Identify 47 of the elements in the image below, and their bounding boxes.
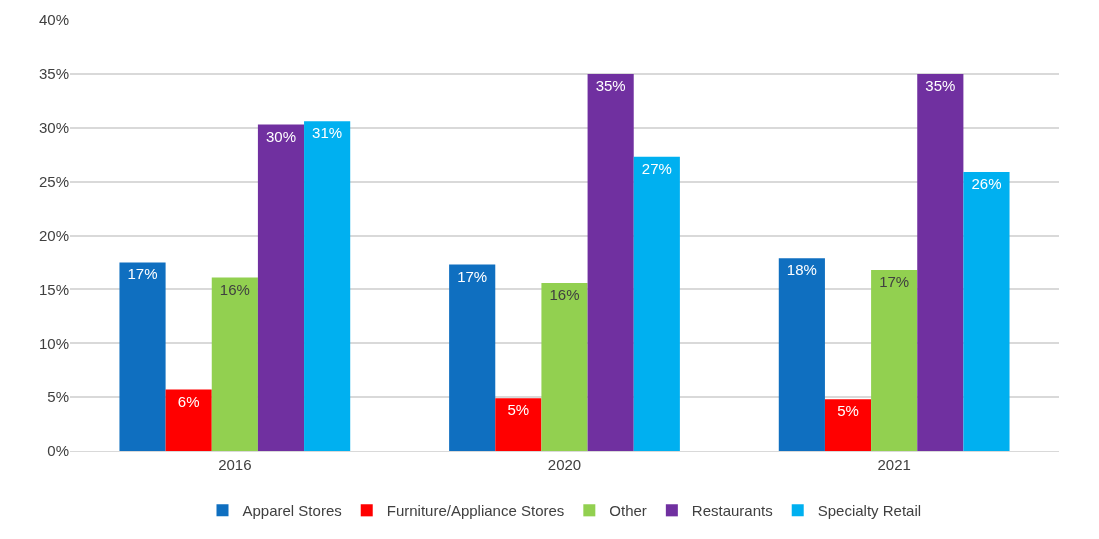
bar [633,156,680,451]
legend-label: Restaurants [691,502,773,520]
bar [304,121,351,451]
legend-label: Apparel Stores [242,502,342,520]
bar [917,73,964,451]
data-label: 35% [925,76,956,94]
data-label: 5% [507,401,530,419]
data-label: 17% [127,265,158,283]
bar [211,277,258,451]
bar [587,73,634,451]
bar [778,258,825,451]
x-tick-label: 2020 [547,456,582,473]
y-tick-label: 15% [38,280,69,298]
data-label: 27% [641,159,672,177]
data-label: 31% [312,124,343,142]
bar [824,399,872,451]
legend-label: Other [609,502,647,520]
y-tick-label: 25% [38,172,69,190]
data-label: 17% [457,267,488,285]
y-tick-label: 30% [38,119,69,136]
y-tick-label: 35% [38,65,69,83]
data-label: 30% [265,127,296,145]
bar [257,124,305,451]
legend-label: Specialty Retail [817,502,922,520]
data-label: 5% [837,402,859,420]
data-label: 16% [219,280,250,298]
bar [871,269,918,451]
y-tick-label: 40% [38,11,69,29]
data-label: 35% [595,76,626,94]
data-label: 18% [786,261,817,279]
data-label: 17% [879,272,910,290]
x-tick-label: 2016 [218,456,252,473]
bar [495,398,542,451]
bar [963,171,1010,451]
bar [119,262,166,451]
y-tick-label: 20% [38,226,69,244]
y-tick-label: 10% [38,334,69,352]
data-label: 16% [549,285,580,303]
x-tick-label: 2021 [877,456,911,473]
bar [165,389,212,451]
bar [449,264,496,451]
bar [541,282,588,451]
legend-label: Furniture/Appliance Stores [386,502,565,520]
data-label: 26% [971,174,1002,192]
data-label: 6% [177,392,200,410]
y-tick-label: 0% [47,442,69,460]
y-tick-label: 5% [47,388,69,406]
